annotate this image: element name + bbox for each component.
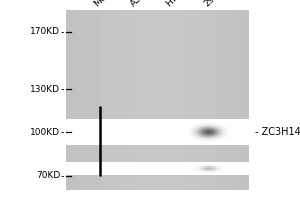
Text: -: - (61, 171, 64, 181)
Text: -: - (61, 127, 64, 137)
Text: 293T: 293T (202, 0, 225, 9)
Text: -: - (61, 84, 64, 94)
Text: A549: A549 (129, 0, 152, 9)
Text: MCF-7: MCF-7 (93, 0, 119, 9)
Text: HT1080: HT1080 (164, 0, 195, 9)
Text: 170KD: 170KD (30, 27, 60, 36)
Text: -: - (61, 27, 64, 37)
Text: 100KD: 100KD (30, 128, 60, 137)
Text: 130KD: 130KD (30, 85, 60, 94)
Text: - ZC3H14: - ZC3H14 (255, 127, 300, 137)
Text: 70KD: 70KD (36, 171, 60, 180)
